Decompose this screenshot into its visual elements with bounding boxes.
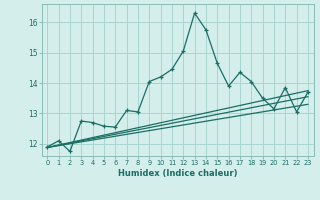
X-axis label: Humidex (Indice chaleur): Humidex (Indice chaleur) xyxy=(118,169,237,178)
